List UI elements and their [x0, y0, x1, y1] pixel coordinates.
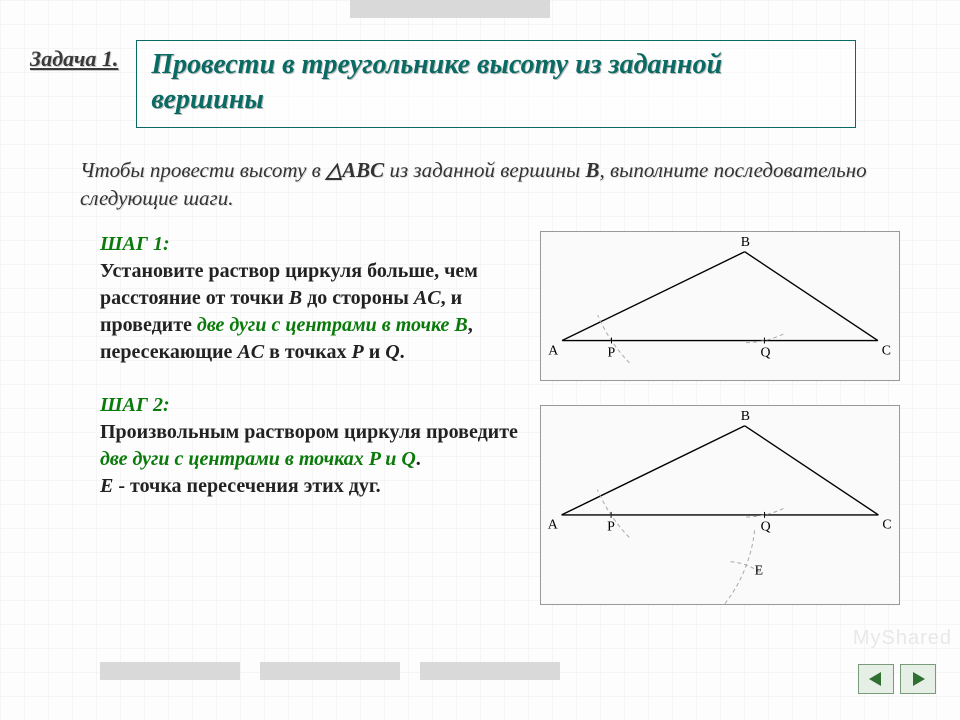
triangle-left-icon	[867, 670, 885, 688]
step-label: ШАГ 1:	[100, 231, 520, 258]
task-label: Задача 1.	[30, 40, 118, 72]
step-body: Произвольным раствором циркуля проведите…	[100, 419, 520, 500]
svg-text:C: C	[882, 342, 891, 357]
triangle-right-icon	[909, 670, 927, 688]
nav-arrows	[858, 664, 936, 694]
figure-step-1: A B C P Q	[540, 231, 900, 381]
figure-step-2: A B C P Q E	[540, 405, 900, 605]
svg-text:P: P	[607, 518, 615, 533]
page-title: Провести в треугольнике высоту из заданн…	[151, 47, 841, 117]
svg-text:A: A	[548, 516, 558, 531]
watermark: MyShared	[853, 627, 952, 650]
step-block: ШАГ 2:Произвольным раствором циркуля про…	[100, 392, 520, 500]
svg-text:Q: Q	[760, 344, 770, 359]
figures-column: A B C P Q A B C P Q E	[540, 231, 900, 605]
header-row: Задача 1. Провести в треугольнике высоту…	[30, 40, 930, 128]
step-block: ШАГ 1:Установите раствор циркуля больше,…	[100, 231, 520, 366]
steps-column: ШАГ 1:Установите раствор циркуля больше,…	[100, 231, 520, 605]
svg-text:P: P	[608, 344, 616, 359]
next-button[interactable]	[900, 664, 936, 694]
svg-text:C: C	[882, 516, 891, 531]
svg-text:E: E	[755, 562, 763, 577]
prev-button[interactable]	[858, 664, 894, 694]
intro-text: Чтобы провести высоту в △ABC из заданной…	[80, 156, 910, 213]
decorative-bottom-bars	[100, 662, 560, 680]
title-box: Провести в треугольнике высоту из заданн…	[136, 40, 856, 128]
svg-text:B: B	[741, 234, 750, 249]
step-label: ШАГ 2:	[100, 392, 520, 419]
svg-text:A: A	[548, 342, 558, 357]
svg-text:Q: Q	[761, 518, 771, 533]
svg-text:B: B	[741, 408, 750, 423]
step-body: Установите раствор циркуля больше, чем р…	[100, 258, 520, 366]
slide-content: Задача 1. Провести в треугольнике высоту…	[0, 0, 960, 605]
steps-area: ШАГ 1:Установите раствор циркуля больше,…	[100, 231, 930, 605]
